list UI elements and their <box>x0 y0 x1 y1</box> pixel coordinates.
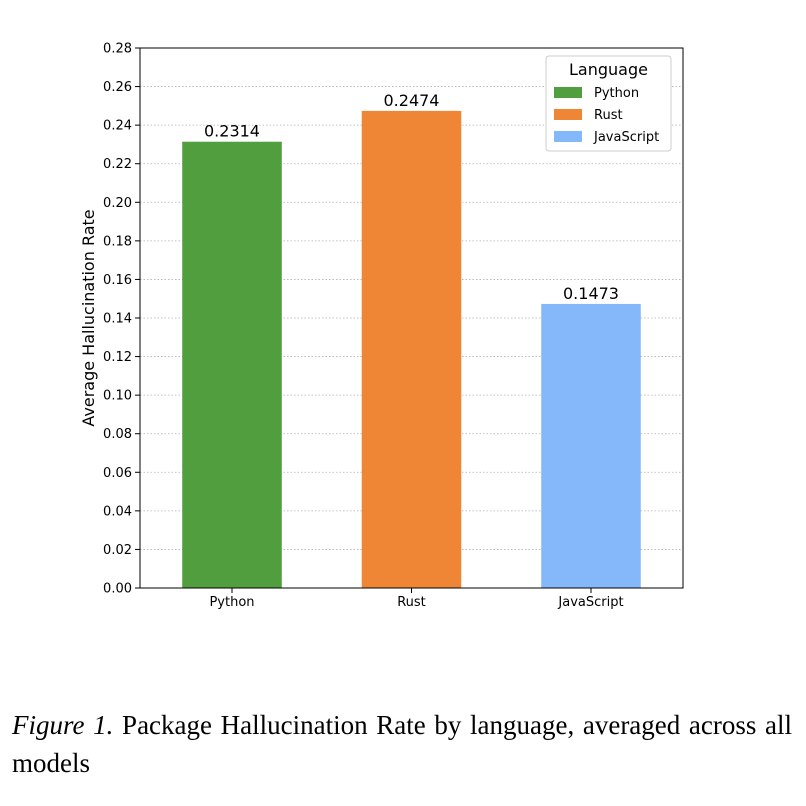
legend-swatch <box>554 131 582 142</box>
bar-python <box>182 141 282 588</box>
x-tick-label: JavaScript <box>557 595 623 610</box>
y-tick-label: 0.26 <box>103 80 132 95</box>
value-label: 0.2474 <box>384 91 440 110</box>
legend-box <box>545 55 672 152</box>
legend-label: Python <box>594 86 639 101</box>
y-tick-label: 0.12 <box>103 350 132 365</box>
y-tick-label: 0.20 <box>103 196 132 211</box>
value-labels: 0.2314 0.2474 0.1473 <box>204 91 619 303</box>
legend-swatch <box>554 87 582 98</box>
value-label: 0.2314 <box>204 122 260 141</box>
y-tick-label: 0.08 <box>103 427 132 442</box>
y-tick-label: 0.02 <box>103 543 132 558</box>
y-axis-title: Average Hallucination Rate <box>79 209 98 426</box>
value-label: 0.1473 <box>563 284 619 303</box>
bars <box>182 110 641 588</box>
caption-text: Package Hallucination Rate by language, … <box>12 710 793 778</box>
y-tick-label: 0.10 <box>103 389 132 404</box>
x-tick-label: Rust <box>397 595 426 610</box>
y-tick-label: 0.00 <box>103 582 132 597</box>
x-tick-label: Python <box>209 595 254 610</box>
bar-javascript <box>541 303 641 588</box>
y-tick-label: 0.04 <box>103 504 132 519</box>
legend-swatch <box>554 109 582 120</box>
y-tick-label: 0.28 <box>103 42 132 57</box>
legend-label: JavaScript <box>593 130 659 145</box>
legend: Language Python Rust JavaScript <box>545 55 672 152</box>
y-tick-label: 0.14 <box>103 312 132 327</box>
y-tick-label: 0.22 <box>103 157 132 172</box>
bar-rust <box>361 110 462 588</box>
x-axis-ticks: Python Rust JavaScript <box>209 588 624 610</box>
legend-entries: Python Rust JavaScript <box>554 86 659 145</box>
y-tick-label: 0.16 <box>103 273 132 288</box>
figure-label: Figure 1. <box>12 710 114 740</box>
legend-label: Rust <box>594 108 623 123</box>
figure-caption: Figure 1. Package Hallucination Rate by … <box>12 706 792 782</box>
y-tick-label: 0.18 <box>103 234 132 249</box>
y-tick-label: 0.06 <box>103 466 132 481</box>
y-axis-ticks: 0.00 0.02 0.04 0.06 0.08 0.10 0.12 0.14 0.16 0.18… <box>103 42 140 597</box>
legend-title: Language <box>569 60 648 79</box>
y-tick-label: 0.24 <box>103 119 132 134</box>
